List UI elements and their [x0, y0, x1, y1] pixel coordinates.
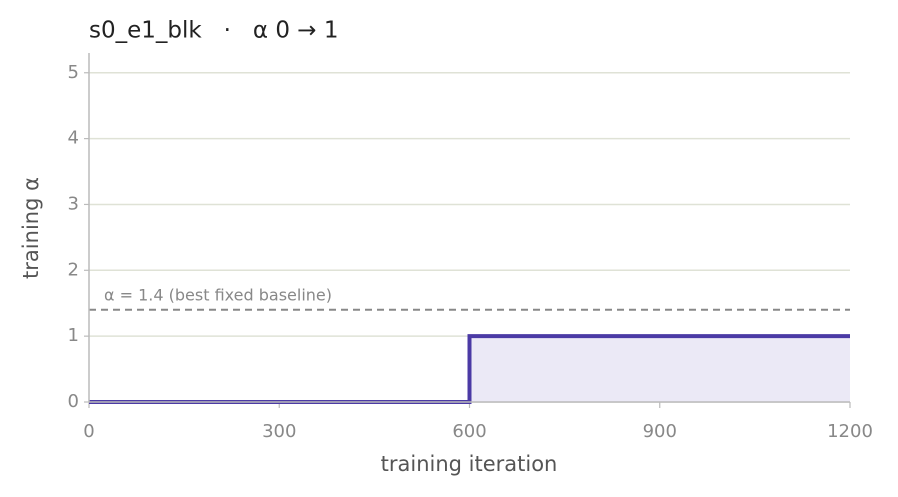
y-tick-label: 4 — [68, 128, 79, 149]
x-tick-label: 0 — [83, 421, 94, 442]
x-tick-label: 600 — [452, 421, 486, 442]
x-tick-label: 900 — [643, 421, 677, 442]
reference-label: α = 1.4 (best fixed baseline) — [104, 285, 332, 304]
y-tick-label: 3 — [68, 193, 79, 214]
x-axis-label: training iteration — [381, 452, 558, 476]
y-axis-label: training α — [19, 177, 43, 279]
x-tick-label: 300 — [262, 421, 296, 442]
y-tick-label: 1 — [68, 325, 79, 346]
chart-title: s0_e1_blk · α 0 → 1 — [89, 18, 339, 44]
y-tick-label: 0 — [68, 391, 79, 412]
y-tick-label: 2 — [68, 259, 79, 280]
x-tick-label: 1200 — [827, 421, 873, 442]
y-tick-label: 5 — [68, 62, 79, 83]
